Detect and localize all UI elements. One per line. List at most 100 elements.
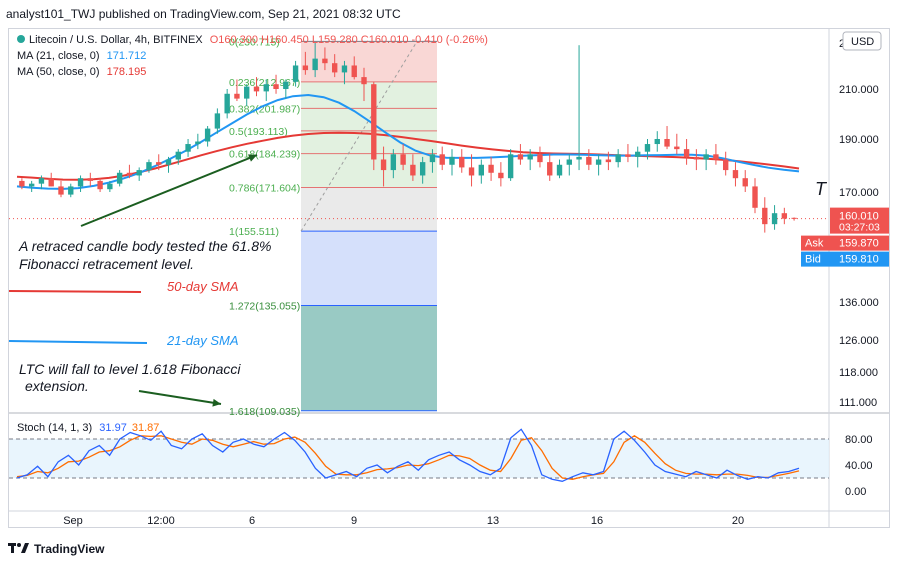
- candle-body-32: [331, 63, 338, 73]
- ma50-legend-value: 178.195: [106, 66, 147, 78]
- candle-body-15: [165, 159, 172, 165]
- fib-zone-6: [301, 231, 437, 306]
- candle-body-9: [107, 183, 113, 190]
- candle-body-65: [654, 139, 660, 145]
- ma50-legend-label: MA (50, close, 0): [17, 66, 100, 78]
- bid-value: 159.810: [839, 254, 879, 266]
- candle-body-53: [537, 154, 543, 163]
- candle-body-57: [576, 156, 582, 160]
- candle-body-47: [478, 164, 485, 176]
- candle-body-64: [644, 144, 651, 152]
- candle-body-61: [615, 154, 621, 163]
- candle-body-12: [136, 170, 142, 176]
- candle-body-34: [351, 65, 357, 78]
- candle-body-30: [312, 58, 318, 71]
- retrace-arrow-head: [248, 154, 257, 162]
- candle-body-60: [605, 159, 612, 163]
- fib-label-6: 1(155.511): [229, 226, 279, 238]
- candle-body-17: [185, 144, 191, 152]
- candle-body-50: [507, 154, 514, 179]
- ohlc-values: O160.300 H160.450 L159.280 C160.010 -0.4…: [209, 34, 488, 46]
- candle-body-68: [683, 149, 690, 157]
- candle-body-35: [361, 77, 367, 85]
- candle-body-5: [68, 186, 74, 195]
- fib-zone-4: [301, 153, 437, 188]
- candle-body-7: [87, 178, 94, 181]
- candle-body-0: [19, 180, 25, 187]
- stoch-tick-2: 0.00: [845, 486, 866, 498]
- chart-frame[interactable]: 0(230.715) 0.236(212.967) 0.382(201.987) 0.…: [8, 28, 890, 528]
- candle-body-29: [302, 65, 309, 71]
- candle-body-11: [126, 172, 133, 176]
- candle-body-19: [204, 128, 211, 142]
- candle-body-56: [566, 159, 572, 165]
- candle-body-51: [517, 154, 524, 160]
- countdown-value: 03:27:03: [839, 222, 880, 234]
- last-price-badge: [830, 207, 889, 234]
- candle-body-21: [224, 93, 230, 114]
- footer-brand: TradingView: [34, 542, 105, 556]
- retrace-arrow: [80, 154, 258, 227]
- candle-body-26: [273, 84, 279, 89]
- price-tick-2: 190.000: [839, 134, 879, 146]
- price-tick-7: 118.000: [839, 367, 878, 379]
- sma21-annotation: 21-day SMA: [167, 333, 239, 348]
- retrace-annotation-line1: A retraced candle body tested the 61.8%: [19, 238, 272, 254]
- candle-body-44: [449, 156, 455, 165]
- candle-body-63: [635, 151, 641, 157]
- symbol-title: Litecoin / U.S. Dollar, 4h, BITFINEX: [29, 34, 203, 46]
- price-tick-5: 136.000: [839, 297, 879, 309]
- stoch-k-line: [16, 428, 800, 482]
- time-tick-6: 20: [732, 515, 744, 527]
- fib-label-7: 1.272(135.055): [229, 300, 300, 312]
- candle-body-22: [234, 93, 240, 99]
- candle-body-31: [322, 58, 328, 64]
- candle-body-52: [527, 154, 533, 160]
- candle-body-13: [146, 162, 152, 171]
- candle-body-62: [625, 154, 631, 157]
- fib-zone-1: [301, 81, 437, 109]
- fib-label-5: 0.786(171.604): [229, 183, 300, 195]
- fib-trend-line: [300, 41, 418, 232]
- ltc-annotation-line1: LTC will fall to level 1.618 Fibonacci: [19, 361, 241, 377]
- candle-body-41: [419, 162, 426, 176]
- retrace-annotation-line2: Fibonacci retracement level.: [19, 256, 195, 272]
- currency-badge: [842, 31, 882, 51]
- candle-body-20: [214, 113, 221, 129]
- sma50-annotation: 50-day SMA: [167, 279, 239, 294]
- candle-body-24: [253, 86, 260, 92]
- ask-value: 159.870: [839, 238, 879, 250]
- candle-body-67: [674, 146, 680, 150]
- candle-body-14: [156, 162, 162, 165]
- stoch-band: [9, 439, 829, 478]
- candle-body-70: [703, 154, 709, 160]
- time-tick-4: 13: [487, 515, 499, 527]
- candle-body-74: [742, 178, 748, 187]
- candle-body-4: [58, 186, 64, 195]
- candle-body-10: [116, 172, 123, 184]
- publish-header: analyst101_TWJ published on TradingView.…: [0, 0, 900, 28]
- candle-body-75: [752, 186, 758, 208]
- candle-body-16: [175, 151, 181, 160]
- symbol-legend: Litecoin / U.S. Dollar, 4h, BITFINEX O16…: [17, 34, 488, 46]
- candle-body-39: [400, 154, 406, 165]
- ask-badge: [801, 235, 889, 251]
- ma21-legend-label: MA (21, close, 0): [17, 50, 100, 62]
- ask-label: Ask: [805, 238, 824, 250]
- last-price-badge-value: 160.010: [839, 211, 879, 223]
- stoch-k-value: 31.97: [99, 422, 127, 434]
- fib-label-4: 0.618(184.239): [229, 149, 300, 161]
- time-tick-3: 9: [351, 515, 357, 527]
- stoch-d-value: 31.87: [131, 422, 160, 434]
- footer: TradingView: [8, 539, 308, 559]
- candle-body-36: [371, 84, 377, 160]
- candle-body-23: [244, 86, 250, 99]
- fib-zone-7: [301, 305, 437, 411]
- candle-body-8: [97, 180, 103, 190]
- candle-body-78: [781, 213, 788, 219]
- chart-svg[interactable]: 0(230.715)0.236(212.967)0.382(201.987)0.…: [9, 29, 890, 528]
- time-tick-1: 12:00: [147, 515, 175, 527]
- candle-body-46: [468, 167, 475, 176]
- time-tick-2: 6: [249, 515, 255, 527]
- candle-body-72: [722, 159, 729, 171]
